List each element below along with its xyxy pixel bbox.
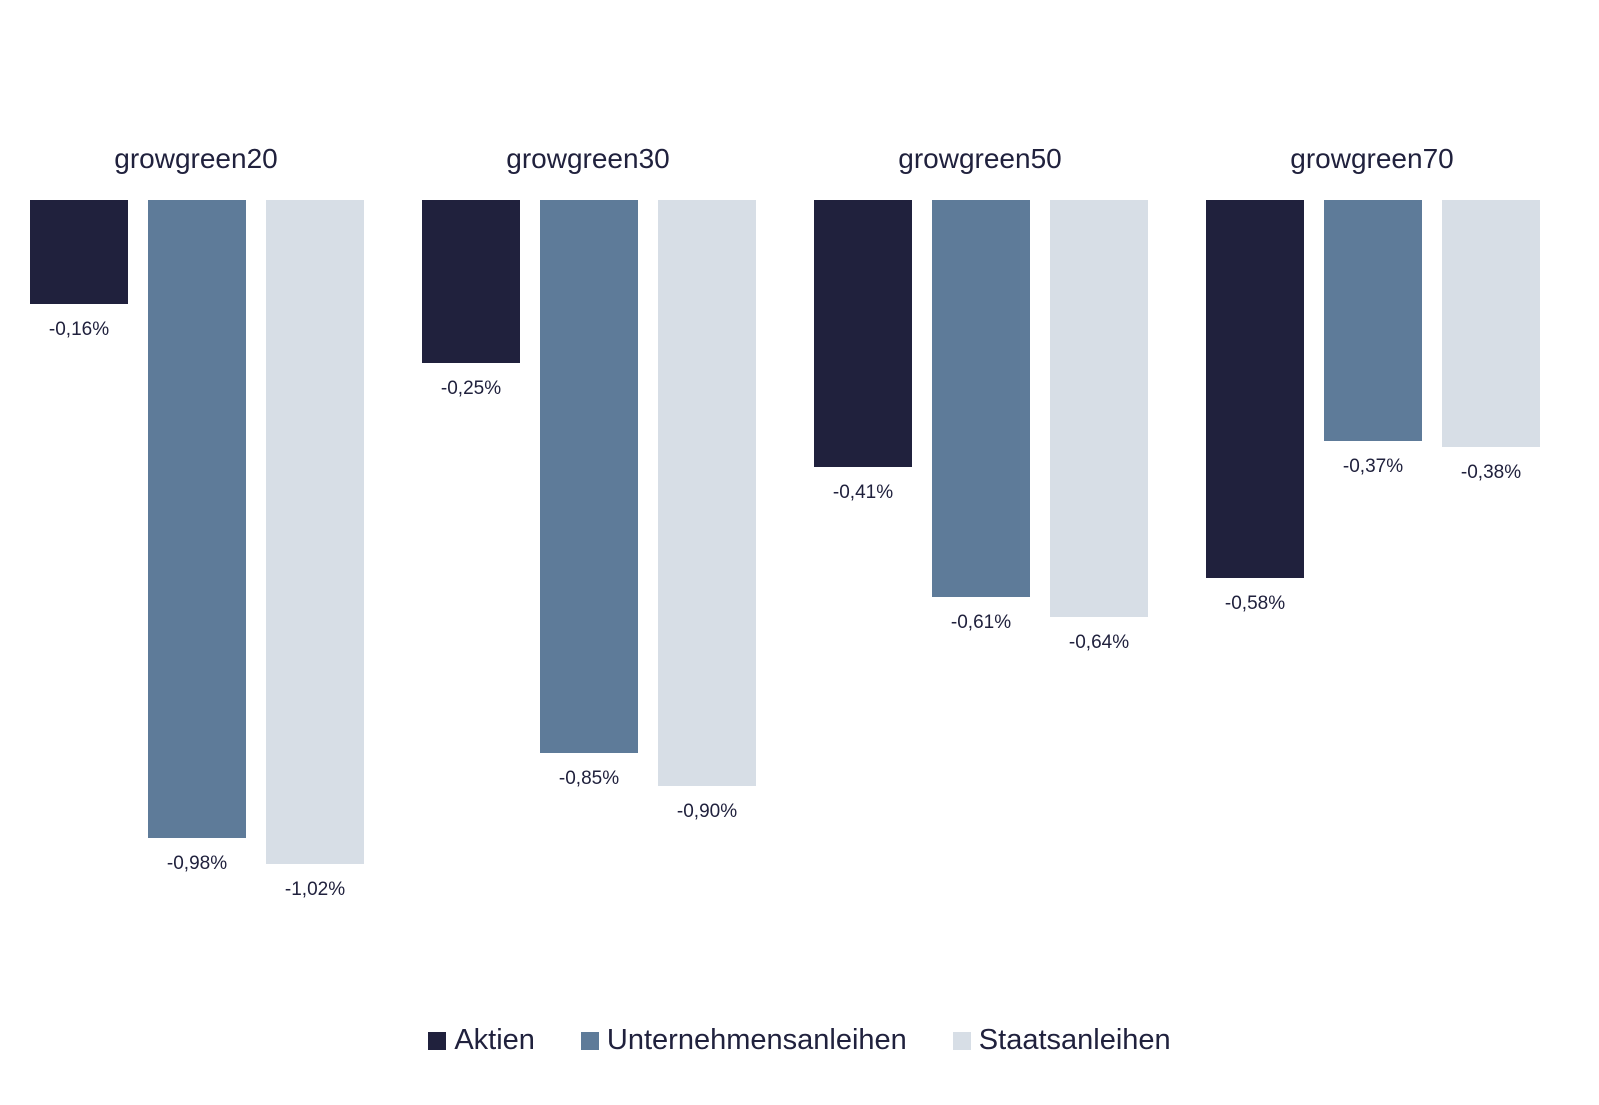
group-title: growgreen30: [506, 143, 670, 174]
legend-swatch: [428, 1031, 447, 1050]
bar-unternehmensanleihen: [1324, 200, 1422, 441]
legend-swatch: [580, 1031, 599, 1050]
value-label: -0,61%: [950, 612, 1012, 634]
legend-label: Unternehmensanleihen: [606, 1024, 907, 1056]
value-label: -0,37%: [1342, 455, 1404, 477]
legend-label: Aktien: [454, 1024, 535, 1056]
bar-unternehmensanleihen: [932, 200, 1030, 598]
value-label: -0,98%: [166, 852, 228, 874]
bar-staatsanleihen: [1442, 200, 1540, 448]
legend-label: Staatsanleihen: [978, 1024, 1171, 1056]
value-label: -0,85%: [558, 768, 620, 790]
bar-aktien: [814, 200, 912, 467]
bar-staatsanleihen: [1050, 200, 1148, 617]
value-label: -0,25%: [440, 377, 502, 399]
value-label: -1,02%: [284, 879, 346, 901]
bar-unternehmensanleihen: [148, 200, 246, 838]
legend-swatch: [952, 1031, 971, 1050]
group-title: growgreen20: [114, 143, 278, 174]
group-title: growgreen50: [898, 143, 1062, 174]
value-label: -0,41%: [832, 481, 894, 503]
legend-item-unternehmensanleihen: Unternehmensanleihen: [580, 1024, 907, 1057]
value-label: -0,38%: [1460, 462, 1522, 484]
group-title: growgreen70: [1290, 143, 1454, 174]
bar-staatsanleihen: [658, 200, 756, 786]
bar-aktien: [30, 200, 128, 305]
value-label: -0,16%: [48, 319, 110, 341]
legend: Aktien Unternehmensanleihen Staatsanleih…: [0, 1024, 1599, 1057]
bar-aktien: [422, 200, 520, 363]
bar-staatsanleihen: [266, 200, 364, 865]
value-label: -0,90%: [676, 800, 738, 822]
bar-aktien: [1206, 200, 1304, 578]
legend-item-aktien: Aktien: [428, 1024, 535, 1057]
bar-unternehmensanleihen: [540, 200, 638, 754]
value-label: -0,64%: [1068, 631, 1130, 653]
value-label: -0,58%: [1224, 592, 1286, 614]
legend-item-staatsanleihen: Staatsanleihen: [952, 1024, 1171, 1057]
